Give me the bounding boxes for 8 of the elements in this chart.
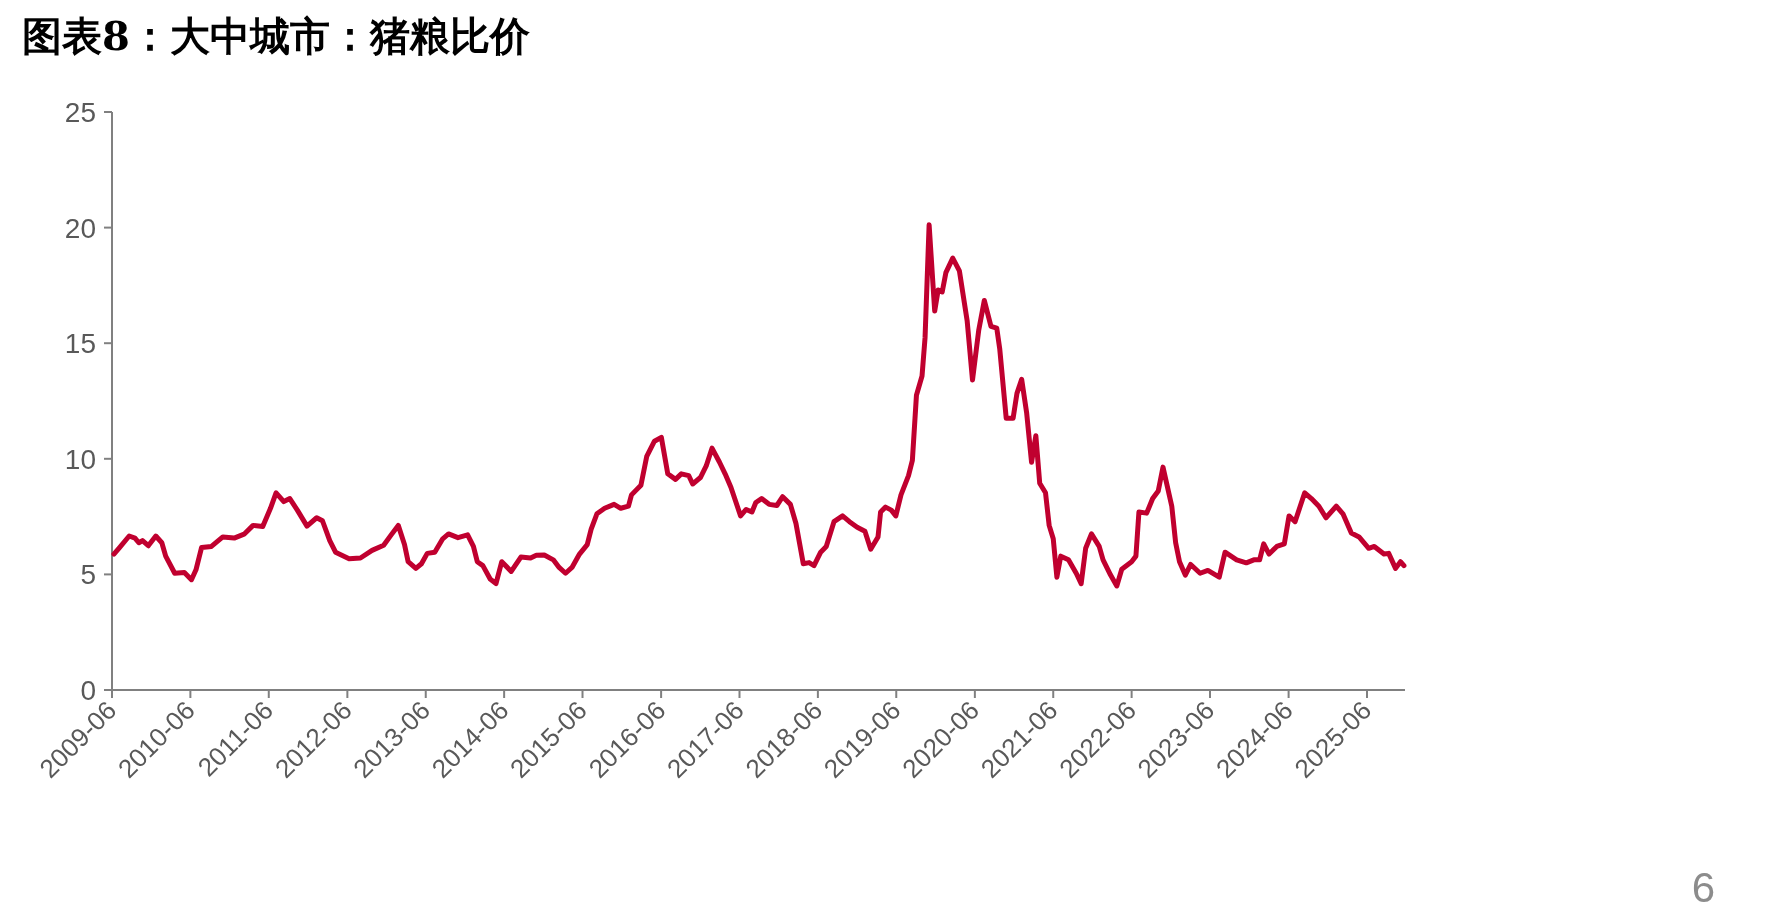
y-tick-label: 5	[80, 559, 96, 591]
y-tick-label: 0	[80, 675, 96, 706]
y-tick-label: 15	[64, 328, 96, 360]
text: 6	[1691, 864, 1715, 911]
chart-title: 图表8：大中城市：猪粮比价	[22, 12, 531, 59]
y-tick-label: 10	[64, 443, 96, 475]
y-tick-label: 20	[64, 212, 96, 244]
y-tick-label: 25	[64, 97, 96, 128]
